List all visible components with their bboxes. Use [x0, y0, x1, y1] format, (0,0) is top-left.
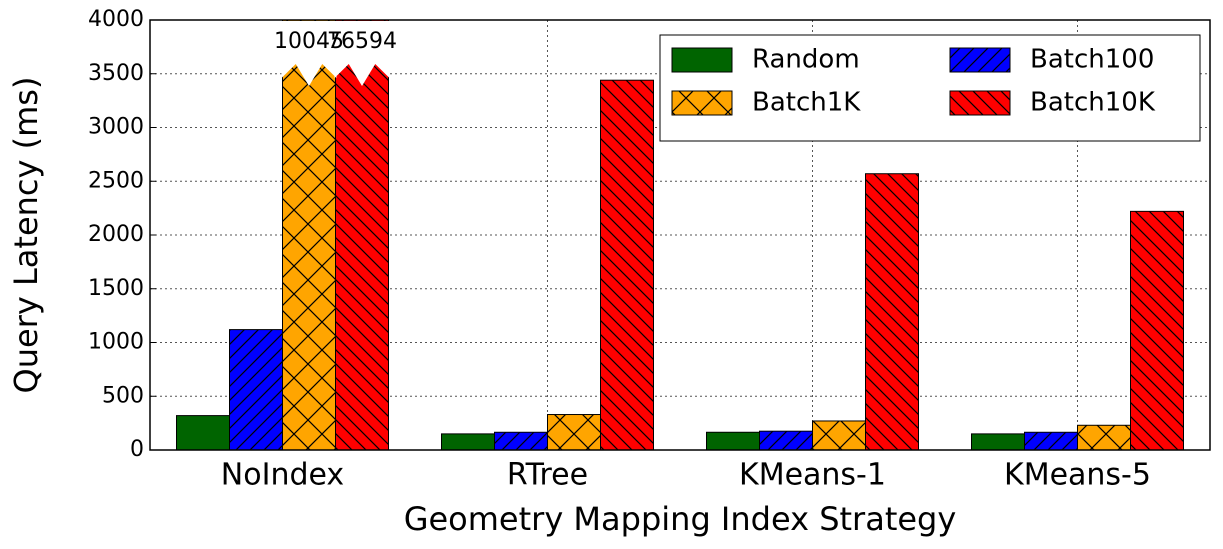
x-tick-label: NoIndex — [221, 458, 344, 493]
y-tick-label: 1500 — [88, 276, 144, 301]
bar — [812, 420, 866, 450]
bar — [706, 431, 760, 450]
x-tick-label: KMeans-1 — [739, 458, 886, 493]
bar — [229, 329, 283, 450]
legend: Random Batch100 Batch1K Batch10K — [659, 34, 1201, 142]
bar — [759, 430, 813, 450]
x-axis-label: Geometry Mapping Index Strategy — [404, 500, 957, 538]
y-axis-label: Query Latency (ms) — [7, 77, 45, 394]
axis-break — [281, 21, 337, 86]
value-label: 10045 — [274, 29, 344, 54]
value-label: 76594 — [327, 29, 397, 54]
bar — [865, 173, 919, 450]
y-tick-label: 3000 — [88, 115, 144, 140]
plot-frame — [149, 19, 1211, 451]
y-tick-label: 2000 — [88, 222, 144, 247]
legend-box — [659, 34, 1201, 142]
legend-swatch — [671, 90, 733, 116]
y-tick-label: 2500 — [88, 168, 144, 193]
legend-label: Random — [752, 45, 860, 75]
y-tick-label: 4000 — [88, 7, 144, 32]
legend-label: Batch100 — [1030, 45, 1154, 75]
y-tick-label: 500 — [102, 383, 144, 408]
bar — [547, 414, 601, 450]
bar — [600, 79, 654, 450]
bar — [494, 431, 548, 450]
bar — [335, 20, 389, 450]
bar — [176, 415, 230, 450]
legend-label: Batch10K — [1030, 88, 1156, 118]
legend-swatch — [671, 47, 733, 73]
bar — [282, 20, 336, 450]
legend-swatch — [949, 47, 1011, 73]
y-tick-label: 1000 — [88, 330, 144, 355]
bar — [1130, 210, 1184, 450]
axis-break — [334, 21, 390, 86]
x-tick-label: RTree — [507, 458, 588, 493]
x-tick-label: KMeans-5 — [1004, 458, 1151, 493]
bar — [971, 433, 1025, 450]
legend-swatch — [949, 90, 1011, 116]
y-tick-label: 0 — [130, 437, 144, 462]
y-tick-label: 3500 — [88, 61, 144, 86]
bar — [441, 433, 495, 450]
bar — [1024, 431, 1078, 450]
bar — [1077, 424, 1131, 450]
legend-label: Batch1K — [752, 88, 861, 118]
